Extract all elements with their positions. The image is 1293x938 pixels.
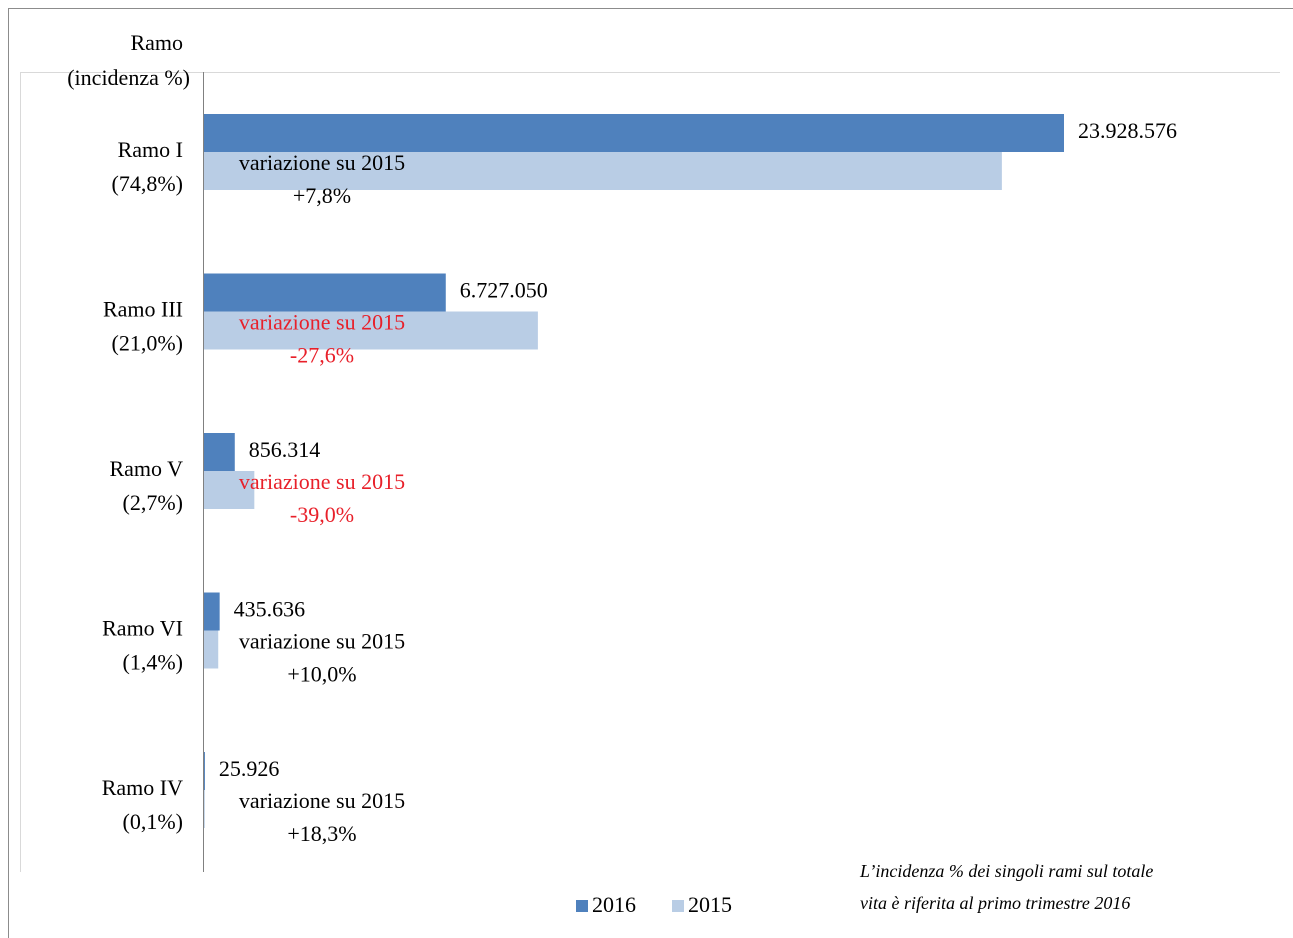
bar bbox=[204, 630, 219, 669]
category-label: Ramo V bbox=[109, 456, 183, 481]
annotation: -27,6% bbox=[290, 343, 354, 368]
category-sublabel: (1,4%) bbox=[123, 650, 183, 675]
category-label: Ramo VI bbox=[102, 616, 183, 641]
category-sublabel: (74,8%) bbox=[112, 171, 183, 196]
category-label: Ramo IV bbox=[102, 775, 183, 800]
value-label: 435.636 bbox=[234, 597, 306, 622]
legend-label: 2015 bbox=[688, 892, 732, 917]
annotation: variazione su 2015 bbox=[239, 629, 405, 654]
value-label: 6.727.050 bbox=[460, 278, 548, 303]
annotation: +7,8% bbox=[293, 183, 351, 208]
annotation: variazione su 2015 bbox=[239, 788, 405, 813]
bar bbox=[204, 273, 446, 312]
value-label: 856.314 bbox=[249, 437, 321, 462]
value-label: 23.928.576 bbox=[1078, 118, 1177, 143]
category-label: Ramo III bbox=[103, 297, 183, 322]
footnote: L’incidenza % dei singoli rami sul total… bbox=[859, 861, 1153, 881]
value-label: 25.926 bbox=[219, 756, 280, 781]
bar bbox=[204, 752, 205, 790]
bar bbox=[204, 592, 220, 631]
annotation: variazione su 2015 bbox=[239, 150, 405, 175]
annotation: -39,0% bbox=[290, 502, 354, 527]
legend-swatch bbox=[576, 900, 588, 912]
annotation: +10,0% bbox=[287, 662, 356, 687]
bar bbox=[204, 114, 1064, 152]
bar bbox=[204, 471, 255, 509]
bar bbox=[204, 311, 538, 350]
axis-title: Ramo bbox=[130, 30, 183, 55]
annotation: variazione su 2015 bbox=[239, 469, 405, 494]
frame bbox=[8, 8, 1293, 938]
axis-title: (incidenza %) bbox=[67, 65, 190, 90]
annotation: variazione su 2015 bbox=[239, 310, 405, 335]
annotation: +18,3% bbox=[287, 821, 356, 846]
category-label: Ramo I bbox=[118, 137, 183, 162]
category-sublabel: (2,7%) bbox=[123, 490, 183, 515]
legend-label: 2016 bbox=[592, 892, 636, 917]
legend-swatch bbox=[672, 900, 684, 912]
category-sublabel: (0,1%) bbox=[123, 809, 183, 834]
category-sublabel: (21,0%) bbox=[112, 331, 183, 356]
footnote: vita è riferita al primo trimestre 2016 bbox=[860, 893, 1130, 913]
bar bbox=[204, 152, 1002, 190]
bar bbox=[204, 790, 205, 828]
bar bbox=[204, 433, 235, 471]
